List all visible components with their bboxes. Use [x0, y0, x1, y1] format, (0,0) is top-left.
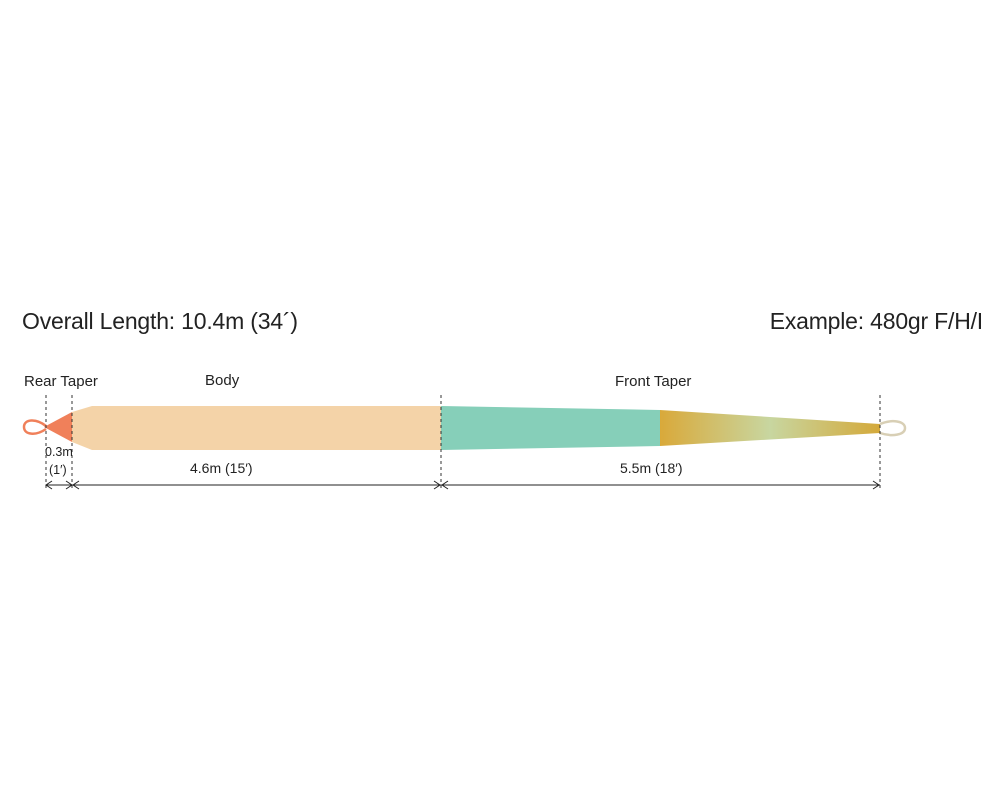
front-taper-arrow-right	[872, 480, 880, 490]
front-taper-segment	[441, 406, 660, 450]
body-segment	[72, 406, 441, 450]
rear-taper-segment	[44, 412, 72, 442]
front-taper-arrow-left	[441, 480, 449, 490]
body-length-label: 4.6m (15′)	[190, 460, 253, 476]
body-arrow-left	[72, 480, 80, 490]
rear-loop	[22, 419, 47, 435]
rear-taper-length-imperial: (1′)	[49, 463, 67, 477]
tip-segment	[660, 410, 880, 446]
body-label: Body	[205, 372, 240, 389]
overall-length-label: Overall Length: 10.4m (34´)	[22, 308, 298, 334]
rear-taper-label: Rear Taper	[24, 373, 98, 390]
example-line-label: Example: 480gr F/H/I	[769, 308, 984, 334]
front-taper-length-label: 5.5m (18′)	[620, 460, 683, 476]
rear-taper-arrow-left	[45, 480, 53, 490]
front-loop	[879, 419, 907, 437]
rear-taper-length-metric: 0.3m	[45, 445, 73, 459]
front-taper-label: Front Taper	[615, 373, 691, 390]
body-arrow-right	[433, 480, 441, 490]
